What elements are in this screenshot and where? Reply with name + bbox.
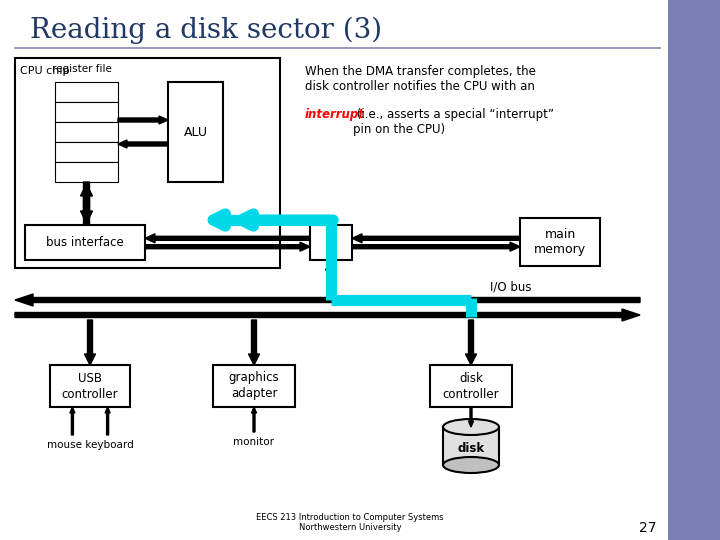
Bar [213,365,295,407]
Text: main: main [544,227,575,240]
Bar [50,365,130,407]
Polygon shape [15,309,640,321]
Text: Northwestern University: Northwestern University [299,523,401,532]
Text: interrupt: interrupt [305,108,365,121]
Bar [168,82,223,182]
Bar [55,162,118,182]
Text: adapter: adapter [230,388,277,401]
Polygon shape [145,242,310,251]
Text: CPU chip: CPU chip [20,66,70,76]
Text: Reading a disk sector (3): Reading a disk sector (3) [30,16,382,44]
Polygon shape [81,182,92,223]
Text: USB: USB [78,372,102,384]
Text: When the DMA transfer completes, the
disk controller notifies the CPU with an: When the DMA transfer completes, the dis… [305,65,536,93]
Text: register file: register file [52,64,112,74]
Bar [55,102,118,122]
Text: disk: disk [459,372,483,384]
Polygon shape [15,294,640,306]
Bar [430,365,512,407]
Bar [25,225,145,260]
Polygon shape [325,260,336,300]
Text: controller: controller [443,388,499,401]
Polygon shape [469,407,474,427]
Polygon shape [81,184,92,225]
Polygon shape [466,320,477,365]
Bar [310,225,352,260]
Text: I/O bus: I/O bus [490,280,531,293]
Polygon shape [145,234,310,243]
Text: disk: disk [457,442,485,455]
Text: bus interface: bus interface [46,236,124,249]
Polygon shape [118,116,168,124]
Text: controller: controller [62,388,118,401]
Text: 27: 27 [639,521,657,535]
Polygon shape [118,140,168,148]
Polygon shape [84,320,96,365]
Text: memory: memory [534,244,586,256]
Polygon shape [105,407,110,435]
Ellipse shape [443,419,499,435]
Text: EECS 213 Introduction to Computer Systems: EECS 213 Introduction to Computer System… [256,513,444,522]
Bar [55,122,118,142]
Text: graphics: graphics [229,372,279,384]
Polygon shape [70,407,75,435]
Polygon shape [251,407,256,432]
Bar [520,218,600,266]
Bar [55,82,118,102]
Polygon shape [668,0,720,540]
Bar [15,58,280,268]
Text: monitor: monitor [233,437,274,447]
Ellipse shape [443,457,499,473]
Text: ALU: ALU [184,125,207,138]
Bar [443,427,499,465]
Text: mouse keyboard: mouse keyboard [47,440,133,450]
Bar [55,142,118,162]
Polygon shape [248,320,259,365]
Polygon shape [352,242,520,251]
Text: (i.e., asserts a special “interrupt”
pin on the CPU): (i.e., asserts a special “interrupt” pin… [353,108,554,136]
Polygon shape [352,234,520,243]
